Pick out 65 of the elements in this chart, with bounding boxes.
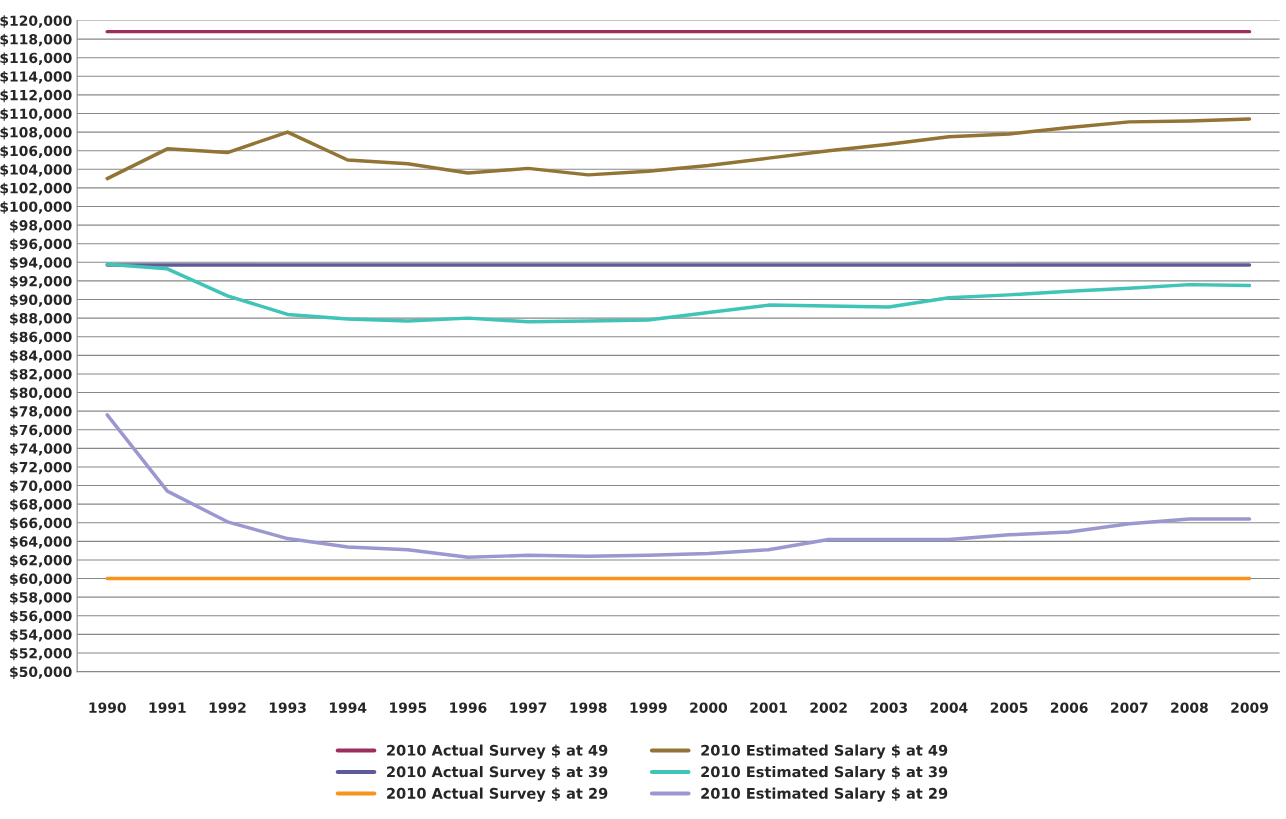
y-tick-label: $66,000: [10, 517, 72, 531]
x-tick-label: 2002: [810, 702, 847, 713]
y-tick-label: $68,000: [10, 498, 72, 512]
x-tick-label: 2004: [930, 702, 968, 713]
x-tick-label: 1991: [149, 702, 186, 713]
x-tick-label: 1998: [570, 702, 607, 713]
legend-label: 2010 Estimated Salary $ at 39: [701, 766, 948, 781]
y-tick-label: $84,000: [10, 350, 72, 363]
y-tick-label: $62,000: [10, 554, 72, 568]
y-tick-label: $96,000: [10, 238, 72, 252]
legend-label: 2010 Actual Survey $ at 29: [387, 787, 608, 802]
x-tick-label: 1995: [390, 702, 427, 713]
x-tick-label: 1997: [510, 702, 547, 713]
x-tick-label: 2000: [690, 702, 728, 713]
y-tick-label: $54,000: [10, 629, 72, 642]
y-tick-label: $116,000: [0, 52, 72, 65]
x-tick-label: 2003: [870, 702, 908, 713]
y-tick-label: $70,000: [10, 480, 72, 493]
y-tick-label: $94,000: [10, 257, 72, 270]
y-tick-label: $78,000: [10, 405, 72, 419]
y-tick-label: $82,000: [10, 368, 72, 382]
x-tick-label: 2007: [1111, 702, 1148, 713]
y-tick-label: $90,000: [10, 294, 72, 307]
y-tick-label: $92,000: [10, 275, 72, 289]
y-tick-label: $76,000: [10, 424, 72, 438]
legend-label: 2010 Actual Survey $ at 39: [387, 766, 608, 781]
x-tick-label: 2008: [1171, 702, 1208, 713]
y-tick-label: $106,000: [0, 145, 72, 159]
y-tick-label: $60,000: [10, 573, 72, 586]
x-tick-label: 1993: [269, 702, 306, 713]
x-tick-label: 1996: [450, 702, 487, 713]
y-tick-label: $64,000: [10, 536, 72, 549]
y-tick-label: $98,000: [10, 219, 72, 233]
x-tick-label: 1992: [209, 702, 246, 713]
y-tick-label: $112,000: [0, 89, 72, 103]
x-tick-label: 2006: [1050, 702, 1088, 713]
x-tick-label: 2005: [990, 702, 1028, 713]
x-tick-label: 1999: [630, 702, 667, 713]
y-tick-label: $108,000: [0, 126, 72, 140]
y-tick-label: $58,000: [10, 591, 72, 605]
y-tick-label: $52,000: [10, 647, 72, 661]
legend-label: 2010 Estimated Salary $ at 29: [701, 787, 948, 802]
x-tick-label: 1994: [329, 702, 367, 713]
y-tick-label: $74,000: [10, 443, 72, 456]
x-tick-label: 1990: [89, 702, 126, 713]
x-tick-label: 2009: [1231, 702, 1268, 713]
y-tick-label: $114,000: [0, 71, 72, 84]
y-tick-label: $120,000: [0, 15, 72, 28]
y-tick-label: $50,000: [10, 666, 72, 679]
y-tick-label: $72,000: [10, 461, 72, 475]
y-tick-label: $100,000: [0, 201, 72, 214]
legend-label: 2010 Estimated Salary $ at 49: [701, 744, 948, 759]
line-series: [105, 262, 1252, 324]
legend-label: 2010 Actual Survey $ at 49: [387, 744, 608, 759]
y-tick-label: $110,000: [0, 108, 72, 121]
line-series: [105, 413, 1252, 559]
y-tick-label: $86,000: [10, 331, 72, 345]
x-tick-label: 2001: [750, 702, 787, 713]
y-tick-label: $56,000: [10, 610, 72, 624]
y-tick-label: $118,000: [0, 33, 72, 47]
y-tick-label: $102,000: [0, 182, 72, 196]
line-series: [105, 117, 1252, 181]
y-tick-label: $88,000: [10, 312, 72, 326]
y-tick-label: $104,000: [0, 164, 72, 177]
y-tick-label: $80,000: [10, 387, 72, 400]
